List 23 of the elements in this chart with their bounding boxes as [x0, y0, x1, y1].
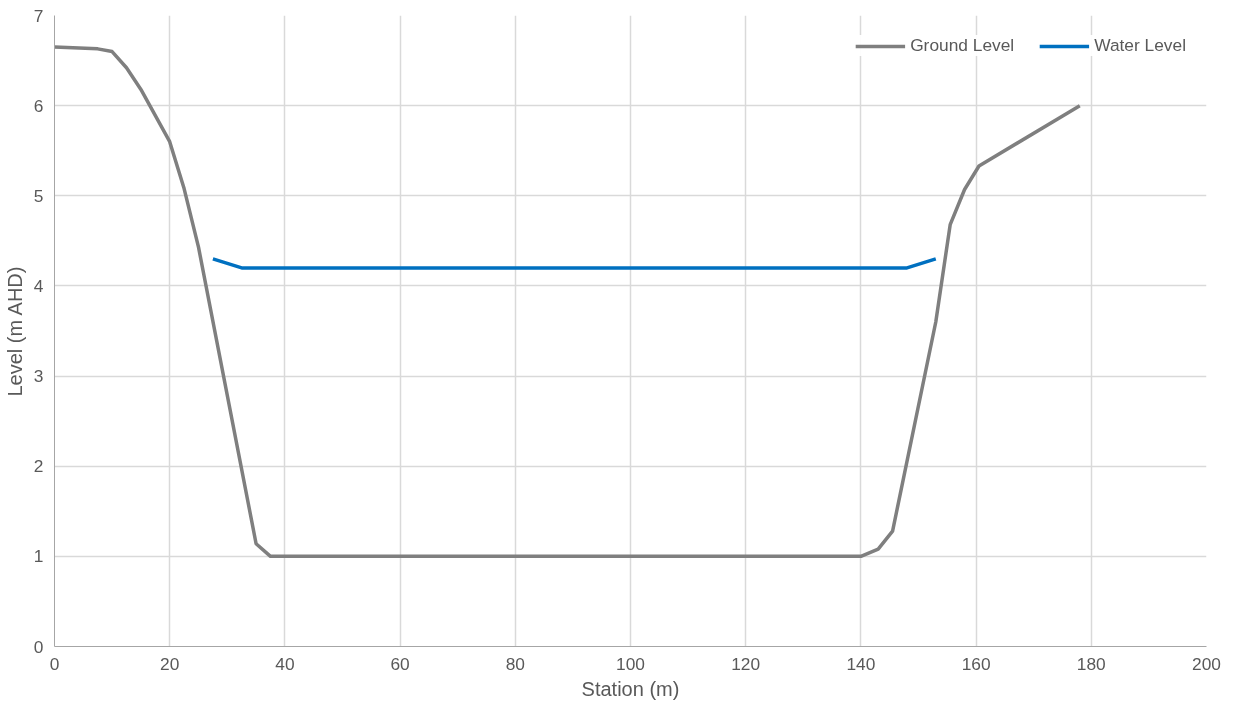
y-tick-label: 5: [33, 185, 44, 206]
y-tick-label: 2: [33, 456, 44, 477]
x-tick-label: 140: [846, 653, 876, 674]
legend-label: Water Level: [1094, 35, 1186, 56]
legend-label: Ground Level: [910, 35, 1015, 56]
y-tick-label: 3: [33, 366, 44, 387]
y-axis-title: Level (m AHD): [3, 266, 26, 397]
x-tick-label: 160: [961, 653, 991, 674]
y-tick-label: 0: [33, 636, 44, 657]
y-tick-label: 6: [33, 95, 44, 116]
x-tick-label: 80: [505, 653, 525, 674]
y-tick-label: 4: [33, 275, 44, 296]
x-tick-label: 120: [731, 653, 761, 674]
x-tick-label: 20: [160, 653, 180, 674]
x-tick-label: 100: [616, 653, 645, 674]
x-axis-title: Station (m): [581, 677, 680, 700]
x-tick-label: 0: [49, 653, 60, 674]
x-tick-label: 40: [275, 653, 295, 674]
x-tick-label: 200: [1192, 653, 1221, 674]
x-tick-label: 60: [390, 653, 410, 674]
y-tick-label: 1: [33, 546, 44, 567]
y-tick-label: 7: [33, 5, 44, 26]
x-tick-label: 180: [1076, 653, 1106, 674]
